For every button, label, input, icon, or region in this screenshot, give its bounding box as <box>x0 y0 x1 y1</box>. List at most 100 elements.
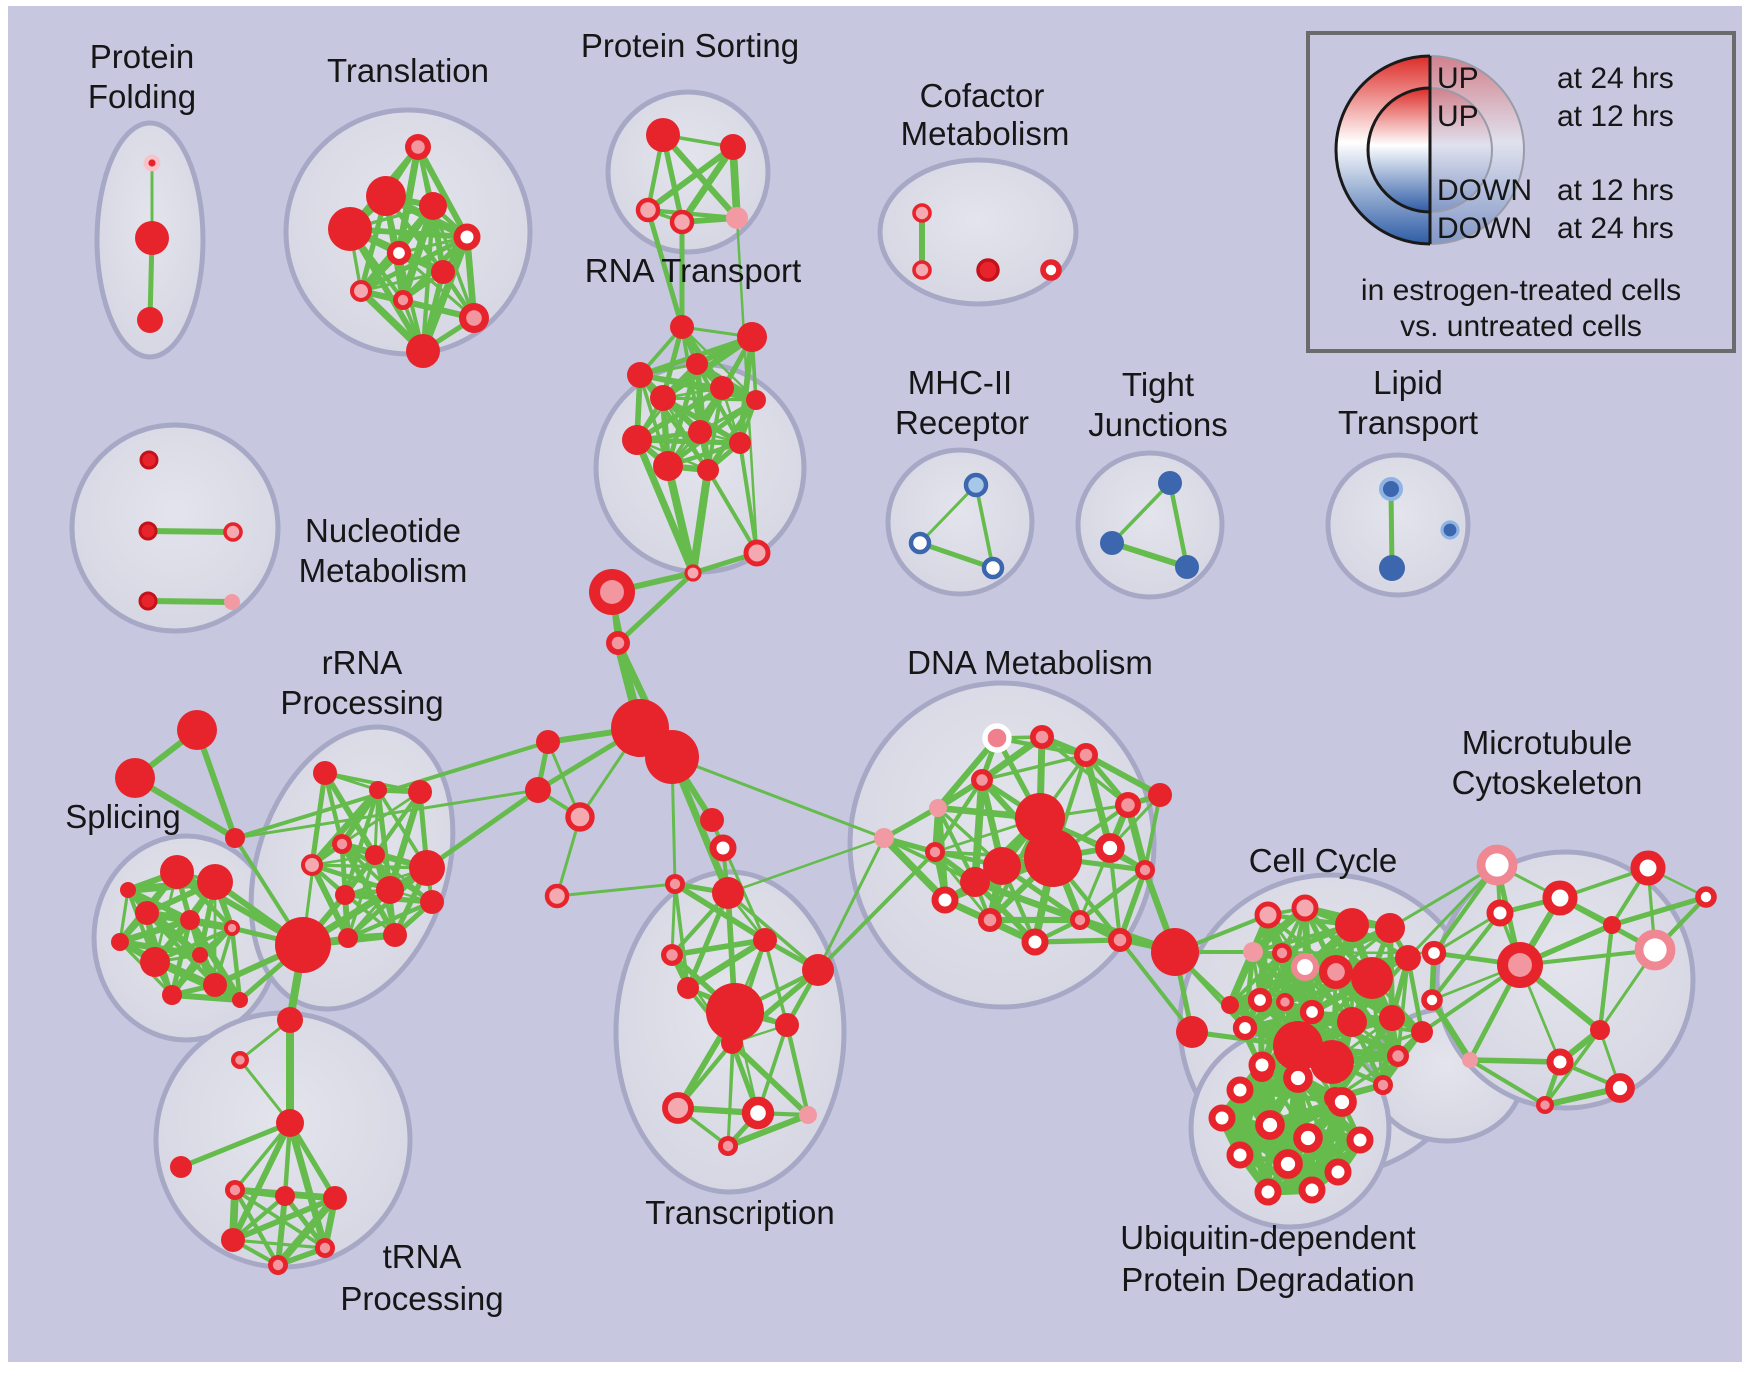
edge <box>359 270 445 293</box>
edge <box>386 788 424 894</box>
network-node <box>1254 1178 1282 1206</box>
legend-box <box>1306 31 1736 353</box>
network-node <box>453 223 481 251</box>
network-node <box>709 834 737 862</box>
network-node <box>115 758 155 798</box>
network-node <box>712 877 744 909</box>
network-node <box>1421 989 1443 1011</box>
network-node <box>111 933 129 951</box>
cluster-label-ubiquitin-degradation: Ubiquitin-dependent <box>1120 1219 1415 1256</box>
network-node <box>912 260 932 280</box>
network-node <box>1226 1076 1254 1104</box>
network-node <box>223 522 243 542</box>
network-node <box>1208 1104 1236 1132</box>
legend-outer-left-outline <box>1334 54 1431 246</box>
network-node <box>669 209 695 235</box>
network-node-core <box>411 140 425 154</box>
network-node <box>963 472 989 498</box>
network-node <box>645 730 699 784</box>
network-node <box>1630 850 1666 886</box>
network-node-core <box>1121 798 1135 812</box>
edge <box>275 1193 288 1268</box>
network-node <box>1440 520 1460 540</box>
network-node-core <box>229 1184 241 1196</box>
network-node <box>180 910 200 930</box>
legend-entry: at 12 hrs <box>1557 100 1674 133</box>
legend-inner-left-outline <box>1366 86 1431 214</box>
network-node <box>221 1228 245 1252</box>
network-node <box>1335 908 1369 942</box>
cluster-label-protein-folding: Protein <box>90 38 195 75</box>
edge <box>116 916 194 946</box>
network-node-core <box>1276 947 1288 959</box>
cluster-bubble-tight-junctions <box>1075 450 1225 600</box>
network-node <box>1351 957 1393 999</box>
cluster-bubble-mhc-ii-receptor <box>885 447 1035 597</box>
network-node-core <box>1139 864 1151 876</box>
cluster-label-dna-metabolism: DNA Metabolism <box>907 644 1153 681</box>
edge <box>125 887 193 923</box>
network-node <box>976 258 1000 282</box>
network-node <box>1298 1176 1326 1204</box>
cluster-label-translation: Translation <box>327 52 489 89</box>
edge <box>233 1121 292 1192</box>
network-node <box>799 1106 817 1124</box>
network-node <box>706 983 764 1041</box>
network-node <box>225 828 245 848</box>
cluster-label-lipid-transport: Lipid <box>1373 364 1443 401</box>
network-node-core <box>1079 748 1093 762</box>
edge <box>555 882 677 898</box>
network-node <box>335 885 355 905</box>
network-node <box>1395 945 1421 971</box>
network-node <box>1176 1016 1208 1048</box>
cluster-label-ubiquitin-degradation: Protein Degradation <box>1121 1261 1415 1298</box>
network-node <box>982 723 1012 753</box>
network-node <box>419 192 447 220</box>
network-node <box>1151 928 1199 976</box>
nodes-layer <box>111 118 1717 1275</box>
cluster-label-mhc-ii-receptor: Receptor <box>895 404 1029 441</box>
cluster-label-transcription: Transcription <box>645 1194 835 1231</box>
edge <box>373 853 434 904</box>
network-node-core <box>722 1140 734 1152</box>
network-node <box>1486 899 1514 927</box>
network-node <box>1248 1051 1276 1079</box>
edge <box>978 733 1046 784</box>
cluster-label-trna-processing: tRNA <box>383 1238 462 1275</box>
network-node <box>912 203 932 223</box>
edge <box>706 468 759 555</box>
network-node <box>1290 952 1320 982</box>
network-node <box>1605 1073 1635 1103</box>
network-node <box>908 531 932 555</box>
edge <box>737 334 755 446</box>
cluster-label-mhc-ii-receptor: MHC-II <box>908 364 1012 401</box>
edge <box>1406 863 1499 960</box>
network-node <box>650 385 676 411</box>
network-node <box>1379 1005 1405 1031</box>
edge <box>724 1111 812 1150</box>
network-node <box>720 134 746 160</box>
network-node <box>313 761 337 785</box>
network-node-core <box>976 774 988 786</box>
edge <box>282 1193 328 1251</box>
edge <box>633 436 697 577</box>
legend-entry: DOWN <box>1437 174 1532 207</box>
edge <box>186 916 244 1004</box>
network-node <box>1226 1141 1254 1169</box>
edge <box>1117 867 1148 943</box>
edge <box>231 1238 327 1250</box>
network-node <box>1346 1126 1374 1154</box>
network-node <box>741 1096 775 1130</box>
cluster-label-protein-sorting: Protein Sorting <box>581 27 799 64</box>
legend-caption: in estrogen-treated cells <box>1361 274 1681 307</box>
network-node <box>1040 259 1062 281</box>
edge <box>1082 751 1114 852</box>
network-node <box>1462 1052 1478 1068</box>
network-node <box>646 118 680 152</box>
edge <box>1032 937 1123 945</box>
network-node <box>1337 1007 1367 1037</box>
network-node <box>1283 1063 1313 1093</box>
edge <box>1468 1058 1547 1107</box>
